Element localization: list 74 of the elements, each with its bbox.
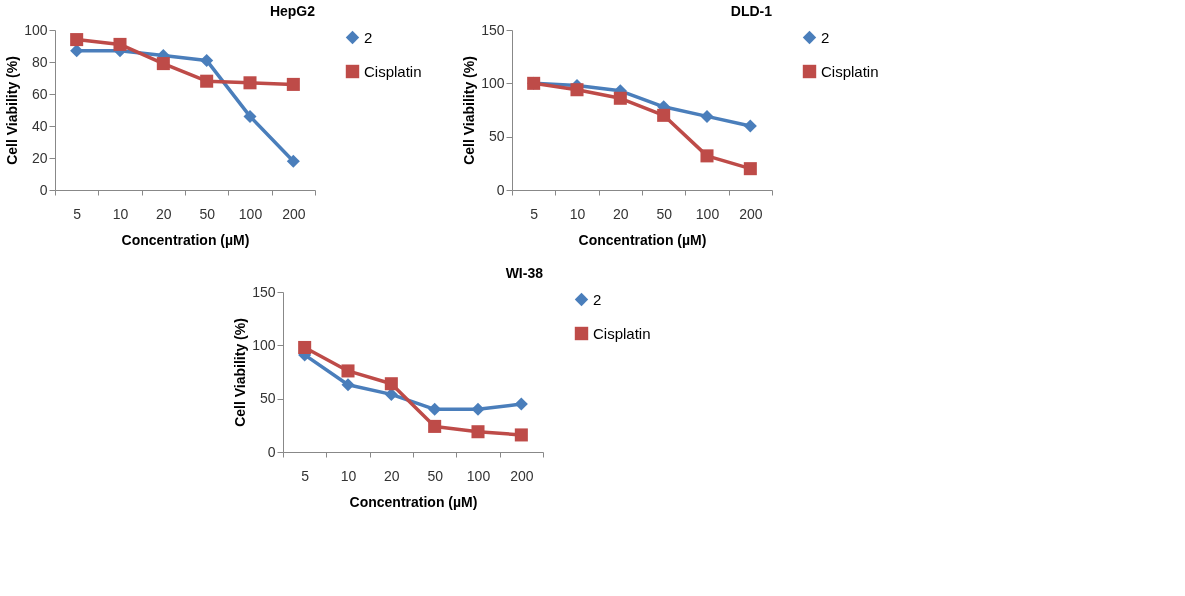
chart-title: DLD-1: [730, 3, 773, 19]
y-axis-title: Cell Viability (%): [232, 318, 249, 427]
point: [743, 119, 757, 133]
point: [428, 402, 442, 416]
x-tick-label: 100: [466, 467, 491, 484]
point: [341, 378, 355, 392]
point: [471, 402, 485, 416]
x-axis-title: Concentration (µM): [121, 231, 250, 248]
x-tick-label: 100: [695, 205, 720, 222]
point: [70, 44, 84, 58]
legend-label: 2: [821, 28, 830, 46]
y-tick-label: 0: [39, 181, 48, 198]
x-axis-title: Concentration (µM): [349, 493, 478, 510]
y-tick-label: 80: [31, 53, 48, 70]
point: [384, 377, 398, 391]
point: [286, 77, 300, 91]
point: [243, 109, 257, 123]
x-tick-label: 200: [282, 205, 306, 222]
x-tick-label: 20: [384, 467, 400, 484]
y-tick-label: 100: [481, 74, 505, 91]
x-tick-label: 50: [656, 205, 673, 222]
x-tick-label: 50: [427, 467, 444, 484]
x-tick-label: 100: [238, 205, 263, 222]
x-tick-label: 20: [613, 205, 629, 222]
point: [613, 91, 627, 105]
y-tick-label: 150: [252, 283, 276, 300]
point: [341, 364, 355, 378]
x-axis-title: Concentration (µM): [578, 231, 707, 248]
y-tick-label: 0: [496, 181, 505, 198]
x-tick-label: 5: [301, 467, 310, 484]
x-tick-label: 20: [156, 205, 172, 222]
legend-label: Cisplatin: [364, 62, 422, 80]
y-tick-label: 0: [267, 443, 276, 460]
point: [570, 83, 584, 97]
point: [200, 53, 214, 67]
point: [286, 154, 300, 168]
point: [243, 76, 257, 90]
x-tick-label: 10: [112, 205, 129, 222]
point: [156, 57, 170, 71]
x-tick-label: 200: [739, 205, 763, 222]
point: [70, 33, 84, 47]
y-axis-title: Cell Viability (%): [4, 56, 21, 165]
point: [113, 37, 127, 51]
x-tick-label: 50: [199, 205, 216, 222]
point: [657, 108, 671, 122]
point: [700, 149, 714, 163]
x-tick-label: 10: [340, 467, 357, 484]
x-tick-label: 200: [510, 467, 534, 484]
legend-label: Cisplatin: [821, 62, 879, 80]
chart-title: HepG2: [269, 3, 316, 19]
y-tick-label: 50: [488, 128, 505, 145]
point: [298, 340, 312, 354]
point: [700, 109, 714, 123]
x-tick-label: 5: [73, 205, 82, 222]
point: [743, 162, 757, 176]
y-tick-label: 100: [252, 336, 276, 353]
y-tick-label: 60: [31, 85, 48, 102]
y-tick-label: 150: [481, 21, 505, 38]
x-tick-label: 5: [530, 205, 539, 222]
legend-label: 2: [593, 290, 602, 308]
legend-label: 2: [364, 28, 373, 46]
point: [514, 428, 528, 442]
chart-title: WI-38: [505, 265, 544, 281]
y-tick-label: 100: [24, 21, 48, 38]
y-tick-label: 50: [259, 390, 276, 407]
x-tick-label: 10: [569, 205, 586, 222]
point: [428, 419, 442, 433]
legend-label: Cisplatin: [593, 324, 651, 342]
y-tick-label: 40: [31, 117, 48, 134]
y-tick-label: 20: [31, 149, 48, 166]
point: [514, 397, 528, 411]
point: [471, 425, 485, 439]
point: [200, 74, 214, 88]
y-axis-title: Cell Viability (%): [461, 56, 478, 165]
